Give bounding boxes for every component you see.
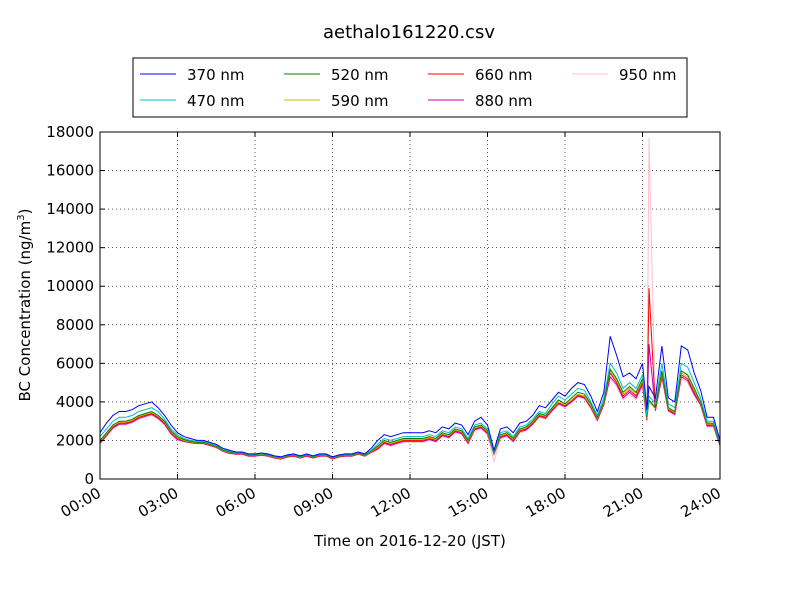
y-tick-label: 2000	[56, 431, 94, 449]
y-tick-label: 6000	[56, 354, 94, 372]
legend-label: 660 nm	[475, 66, 533, 84]
y-axis-label-main: BC Concentration (ng/m	[16, 221, 34, 402]
legend-label: 370 nm	[187, 66, 245, 84]
y-tick-label: 12000	[46, 239, 94, 257]
y-tick-label: 10000	[46, 277, 94, 295]
y-axis-label-superscript: 3	[16, 214, 27, 220]
x-tick-label: 21:00	[600, 484, 646, 521]
legend: 370 nm 470 nm 520 nm 590 nm 660 nm 880 nm 950 …	[132, 57, 688, 118]
legend-label: 520 nm	[331, 66, 389, 84]
y-tick-label: 8000	[56, 316, 94, 334]
y-axis-label-close: )	[16, 209, 34, 215]
legend-label: 470 nm	[187, 92, 245, 110]
x-tick-label: 18:00	[523, 484, 569, 521]
plot-series	[99, 137, 721, 464]
y-tick-label: 16000	[46, 162, 94, 180]
y-tick-label: 14000	[46, 200, 94, 218]
plot-frame	[99, 131, 721, 480]
x-tick-label: 00:00	[58, 484, 104, 521]
y-axis-label: BC Concentration (ng/m3)	[16, 209, 34, 402]
chart-title: aethalo161220.csv	[323, 22, 495, 43]
series-line	[99, 137, 721, 464]
legend-label: 880 nm	[475, 92, 533, 110]
x-tick-label: 03:00	[135, 484, 181, 521]
legend-box	[132, 57, 688, 118]
x-tick-label: 12:00	[368, 484, 414, 521]
x-axis-label: Time on 2016-12-20 (JST)	[313, 532, 506, 550]
series-line	[99, 367, 721, 459]
axis-ticks: 00:00 03:00 06:00 09:00 12:00 15:00 18:00 21:00…	[46, 123, 724, 521]
x-tick-label: 24:00	[678, 484, 724, 521]
y-tick-label: 18000	[46, 123, 94, 141]
legend-label: 590 nm	[331, 92, 389, 110]
x-tick-label: 09:00	[290, 484, 336, 521]
x-tick-label: 15:00	[445, 484, 491, 521]
y-tick-label: 0	[84, 470, 94, 488]
legend-label: 950 nm	[619, 66, 677, 84]
y-tick-label: 4000	[56, 393, 94, 411]
x-tick-label: 06:00	[213, 484, 259, 521]
series-line	[99, 336, 721, 458]
grid-lines	[100, 132, 720, 479]
series-line	[99, 362, 721, 458]
